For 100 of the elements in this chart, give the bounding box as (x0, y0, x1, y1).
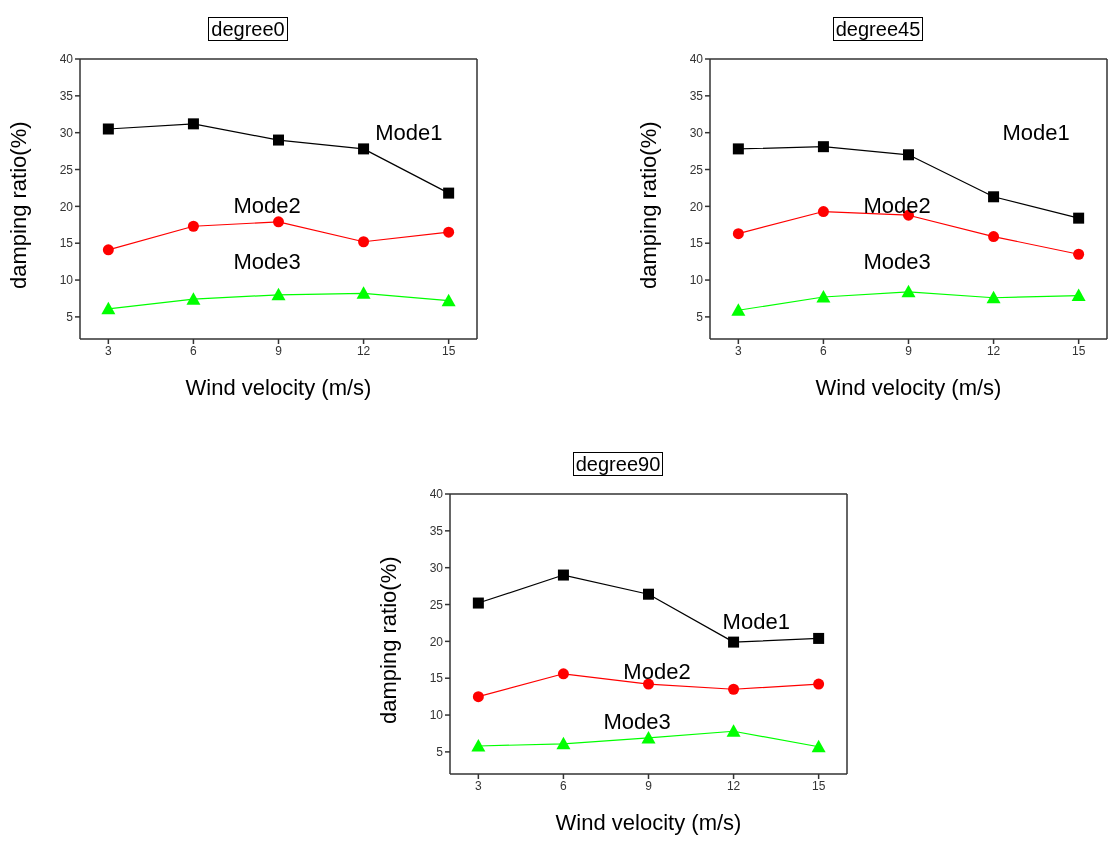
point (732, 143, 744, 155)
series-label: Mode1 (375, 119, 443, 145)
y-tick-label: 25 (59, 162, 74, 177)
point (901, 284, 916, 298)
point (817, 206, 829, 218)
point (557, 569, 569, 581)
y-tick-label: 15 (59, 236, 74, 251)
x-tick-label: 6 (820, 343, 828, 358)
y-tick-label: 35 (59, 89, 74, 104)
x-tick-label: 6 (560, 778, 568, 793)
x-axis-title: Wind velocity (m/s) (555, 810, 742, 835)
point (813, 678, 825, 690)
chart-title: degree90 (572, 452, 664, 476)
point (726, 724, 741, 737)
point (273, 134, 284, 146)
point (271, 287, 286, 301)
point (441, 293, 456, 307)
series-label: Mode3 (863, 249, 931, 275)
point (356, 286, 371, 299)
y-tick-label: 20 (689, 199, 704, 214)
x-tick-label: 12 (726, 778, 741, 793)
point (187, 118, 199, 130)
point (813, 632, 825, 644)
point (811, 739, 826, 753)
chart-title: degree0 (208, 17, 288, 41)
chart-title: degree45 (832, 17, 924, 41)
y-tick-label: 40 (429, 487, 444, 502)
point (358, 143, 370, 155)
x-tick-label: 12 (356, 343, 371, 358)
x-tick-label: 9 (645, 778, 653, 793)
y-axis-title: damping ratio(%) (635, 121, 661, 289)
point (358, 236, 370, 248)
point (101, 301, 116, 315)
point (472, 597, 484, 609)
point (102, 244, 114, 256)
point (1073, 212, 1085, 224)
y-tick-label: 40 (689, 52, 704, 67)
y-axis-title: damping ratio(%) (5, 121, 31, 289)
text: Mode1 (1002, 119, 1070, 145)
point (1071, 288, 1086, 302)
y-tick-label: 15 (429, 671, 444, 686)
y-tick-label: 35 (429, 524, 444, 539)
y-tick-label: 15 (689, 236, 704, 251)
point (817, 141, 829, 153)
series-label: Mode2 (863, 193, 931, 219)
series-label: Mode2 (233, 193, 301, 219)
y-tick-label: 40 (59, 52, 74, 67)
point (728, 683, 740, 695)
y-tick-label: 5 (66, 310, 74, 325)
x-axis-title: Wind velocity (m/s) (185, 375, 372, 400)
x-tick-label: 6 (190, 343, 198, 358)
point (273, 216, 284, 228)
point (102, 123, 114, 135)
x-tick-label: 15 (1071, 343, 1086, 358)
point (731, 303, 746, 316)
point (643, 588, 654, 600)
y-tick-label: 10 (429, 708, 444, 723)
y-tick-label: 20 (59, 199, 74, 214)
x-tick-label: 3 (475, 778, 483, 793)
y-tick-label: 10 (59, 273, 74, 288)
y-tick-label: 25 (689, 162, 704, 177)
point (472, 691, 484, 703)
point (986, 290, 1001, 304)
point (732, 228, 744, 240)
y-tick-label: 10 (689, 273, 704, 288)
y-tick-label: 25 (429, 597, 444, 612)
x-tick-label: 3 (105, 343, 113, 358)
series-label: Mode1 (722, 609, 790, 635)
point (728, 636, 740, 648)
point (443, 187, 455, 199)
point (988, 191, 1000, 203)
y-tick-label: 30 (429, 560, 444, 575)
y-tick-label: 30 (689, 125, 704, 140)
point (443, 226, 455, 238)
point (903, 149, 914, 161)
series-label: Mode3 (233, 249, 301, 275)
y-tick-label: 30 (59, 125, 74, 140)
x-tick-label: 12 (986, 343, 1001, 358)
point (187, 220, 199, 232)
x-tick-label: 9 (905, 343, 913, 358)
point (643, 678, 654, 690)
point (641, 730, 656, 744)
series-label: Mode3 (603, 708, 671, 734)
point (557, 668, 569, 680)
point (1073, 248, 1085, 260)
point (556, 736, 571, 750)
x-tick-label: 15 (811, 778, 826, 793)
y-tick-label: 35 (689, 89, 704, 104)
point (186, 292, 201, 305)
x-tick-label: 15 (441, 343, 456, 358)
y-axis-title: damping ratio(%) (375, 556, 401, 724)
point (988, 231, 1000, 243)
x-axis-title: Wind velocity (m/s) (815, 375, 1002, 400)
x-tick-label: 3 (735, 343, 743, 358)
point (471, 739, 486, 752)
series-label: Mode2 (623, 659, 691, 685)
point (816, 290, 831, 303)
x-tick-label: 9 (275, 343, 283, 358)
y-tick-label: 5 (436, 745, 444, 760)
y-tick-label: 20 (429, 634, 444, 649)
